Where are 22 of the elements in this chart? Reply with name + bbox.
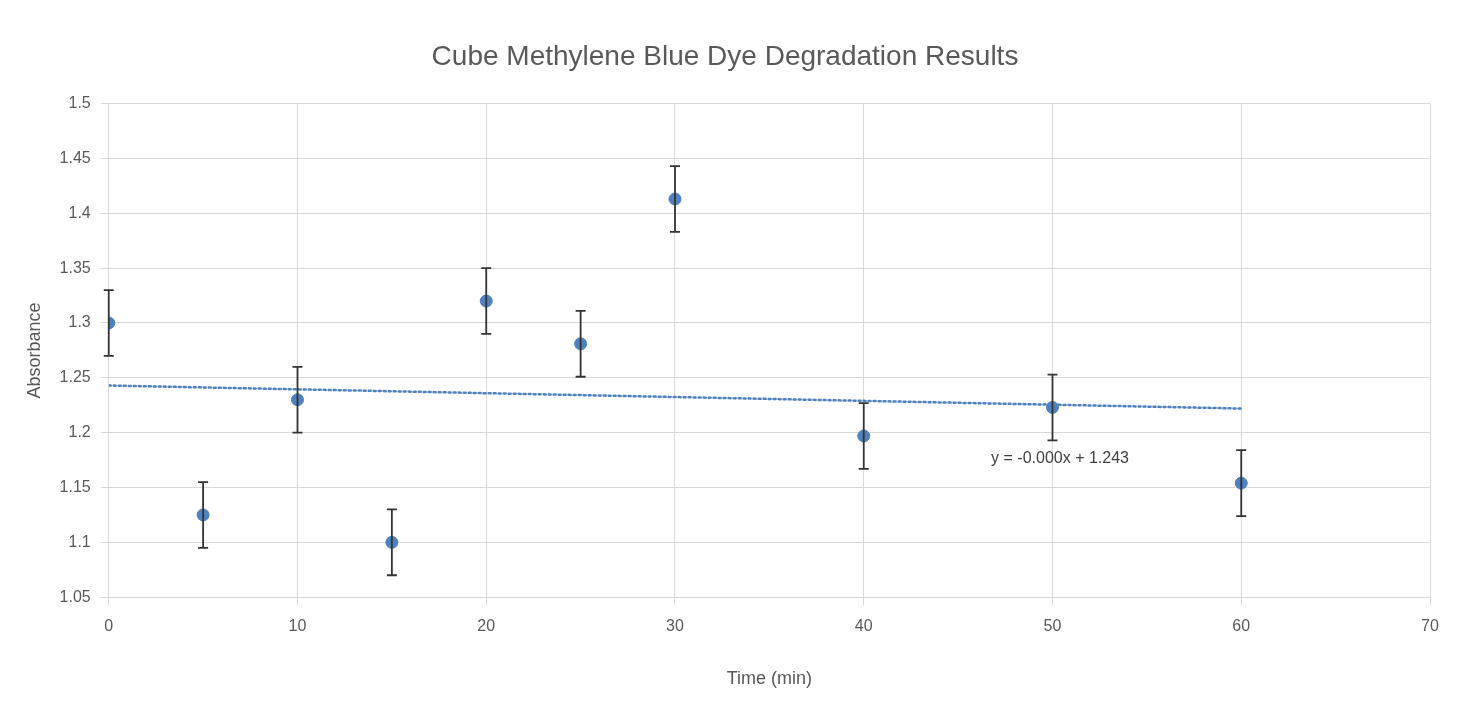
x-axis-title: Time (min) (726, 668, 813, 689)
x-tick-label: 10 (288, 617, 307, 635)
y-tick-label: 1.45 (59, 148, 91, 166)
y-tick-label: 1.1 (68, 532, 91, 550)
x-tick-label: 70 (1421, 617, 1439, 635)
y-tick-label: 1.5 (68, 94, 91, 112)
y-axis-title: Absorbance (23, 302, 44, 399)
y-tick-label: 1.35 (59, 258, 91, 276)
y-tick-label: 1.4 (68, 203, 91, 221)
x-tick-label: 60 (1232, 617, 1251, 635)
x-tick-label: 40 (854, 617, 873, 635)
annotation: y = -0.000x + 1.243 (991, 449, 1130, 467)
y-tick-label: 1.3 (68, 313, 91, 331)
x-tick-label: 50 (1043, 617, 1062, 635)
y-tick-label: 1.15 (59, 477, 91, 495)
x-tick-label: 0 (104, 617, 114, 635)
y-tick-label: 1.25 (59, 368, 91, 386)
y-tick-label: 1.05 (59, 587, 91, 605)
x-tick-label: 30 (666, 617, 684, 635)
y-tick-label: 1.2 (68, 423, 91, 441)
chart-title: Cube Methylene Blue Dye Degradation Results (431, 39, 1019, 71)
x-tick-label: 20 (477, 617, 496, 635)
